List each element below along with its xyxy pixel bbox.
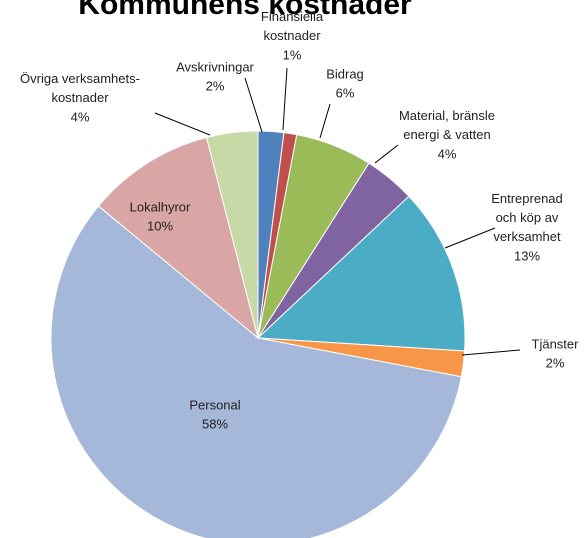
slice-label: Entreprenad och köp av verksamhet (491, 191, 563, 244)
value-label: 4% (438, 146, 457, 161)
slice-label: Material, bränsle energi & vatten (399, 108, 495, 142)
leader-line (444, 227, 496, 249)
leader-line (319, 103, 331, 139)
leader-line (244, 77, 263, 133)
value-label: 6% (336, 85, 355, 100)
slice-label: Avskrivningar (176, 59, 254, 74)
value-label: 2% (546, 355, 565, 370)
leader-line (154, 112, 211, 136)
slice-label: Finansiella kostnader (261, 9, 324, 43)
pie-slice (97, 136, 259, 340)
chart-title: Kommunens kostnader (78, 0, 412, 21)
value-label: 1% (283, 47, 302, 62)
pie-slice (205, 130, 259, 339)
slice-label: Tjänster (532, 336, 580, 351)
leader-line (461, 349, 521, 356)
leader-line (374, 144, 399, 164)
leader-line (282, 67, 288, 131)
value-label: 2% (206, 78, 225, 93)
slice-label: Övriga verksamhets-kostnader (20, 71, 140, 105)
value-label: 10% (147, 218, 173, 233)
slice-label: Bidrag (326, 66, 364, 81)
value-label: 58% (202, 416, 228, 431)
pie-slice (50, 205, 462, 538)
slice-label: Lokalhyror (130, 199, 191, 214)
slice-label: Personal (189, 397, 240, 412)
value-label: 4% (71, 109, 90, 124)
pie-slice (256, 195, 466, 352)
value-label: 13% (514, 248, 540, 263)
